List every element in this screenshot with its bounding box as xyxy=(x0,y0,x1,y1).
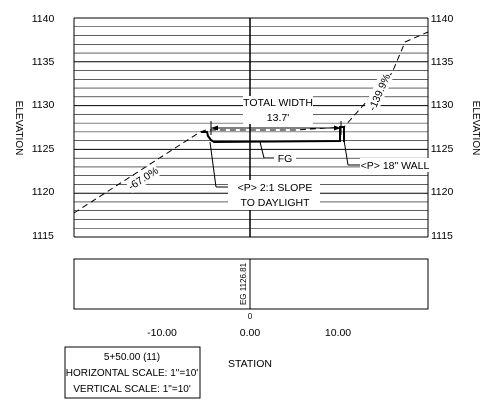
elevation-ticks-right: 1140 1135 1130 1125 1120 1115 xyxy=(431,13,454,242)
elev-tick-label: 1140 xyxy=(431,13,454,25)
elev-tick-label: 1135 xyxy=(431,56,454,68)
y-axis-label-left: ELEVATION xyxy=(13,101,24,156)
station-strip xyxy=(73,258,429,310)
station-tick-label: -10.00 xyxy=(147,327,177,339)
dimension-arrow-right xyxy=(334,125,341,131)
y-axis-label-right: ELEVATION xyxy=(470,101,481,156)
left-grade-label-bg xyxy=(124,162,162,194)
total-width-label-bg xyxy=(243,96,313,124)
left-grade-label: -67.0% xyxy=(126,165,160,193)
station-tick-label: 10.00 xyxy=(325,327,351,339)
slope-leader xyxy=(209,141,217,188)
wall-leader xyxy=(343,139,349,166)
elev-tick-label: 1115 xyxy=(431,230,453,242)
elev-tick-label: 1140 xyxy=(32,13,55,25)
finished-grade-line xyxy=(201,126,345,144)
elev-tick-label: 1125 xyxy=(32,143,55,155)
fg-label: FG xyxy=(278,153,293,165)
dimension-arrow-left xyxy=(211,125,218,131)
elev-tick-label: 1115 xyxy=(32,230,54,242)
info-box-station: 5+50.00 (11) xyxy=(104,352,160,363)
station-tick-label: 0.00 xyxy=(240,327,261,339)
info-box xyxy=(64,346,201,399)
elev-tick-label: 1125 xyxy=(431,143,454,155)
info-box-horizontal-scale: HORIZONTAL SCALE: 1"=10' xyxy=(66,368,199,379)
fg-label-bg xyxy=(274,151,296,165)
elev-tick-label: 1130 xyxy=(431,99,454,111)
elev-tick-label: 1120 xyxy=(431,186,454,198)
elev-tick-label: 1135 xyxy=(32,56,55,68)
elevation-ticks-left: 1140 1135 1130 1125 1120 1115 xyxy=(32,13,55,242)
station-axis-label: STATION xyxy=(228,358,272,370)
right-grade-label: -139.9% xyxy=(366,72,393,113)
slope-label-line2: TO DAYLIGHT xyxy=(240,197,310,209)
slope-label-bg xyxy=(228,180,320,210)
wall-label: <P> 18" WALL xyxy=(361,160,430,172)
station-zero-label: 0 xyxy=(248,312,253,321)
wall-label-bg xyxy=(360,158,430,172)
total-width-label: TOTAL WIDTH xyxy=(243,97,313,109)
elev-tick-label: 1120 xyxy=(32,186,55,198)
elev-tick-label: 1130 xyxy=(32,99,55,111)
slope-label-line1: <P> 2:1 SLOPE xyxy=(238,182,313,194)
fg-leader xyxy=(259,141,265,159)
station-elevation-label: EG 1126.81 xyxy=(239,262,248,305)
info-box-vertical-scale: VERTICAL SCALE: 1"=10' xyxy=(73,384,191,395)
total-width-value: 13.7' xyxy=(267,112,289,124)
right-grade-label-bg xyxy=(364,70,394,114)
